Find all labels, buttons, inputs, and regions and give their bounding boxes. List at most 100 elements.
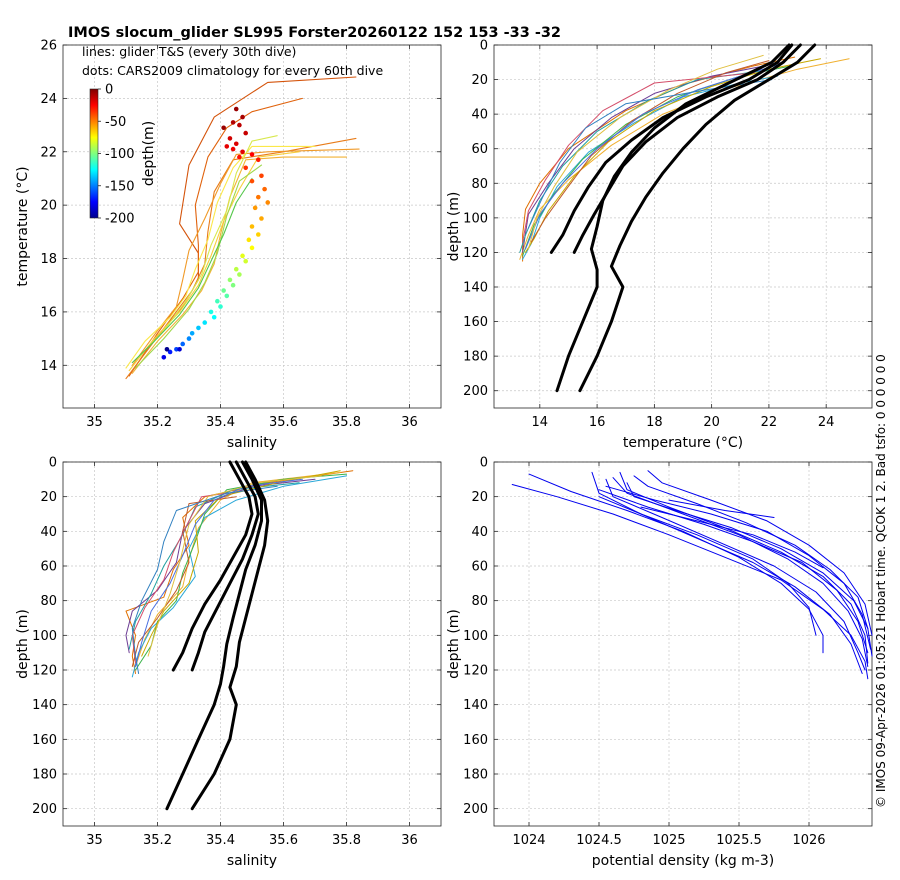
y-tick-label: 20 (40, 199, 57, 214)
ts-line (128, 97, 303, 377)
glider-profile-line (522, 75, 778, 260)
y-tick-label: 120 (463, 246, 488, 261)
x-tick-label: 1024.5 (576, 833, 622, 848)
climatology-profile-line (572, 43, 802, 254)
y-tick-label: 0 (480, 456, 488, 471)
density-profile-line (591, 471, 863, 674)
climatology-dot (233, 106, 239, 112)
temperature-profile-panel: 14 16 18 20 22 24 0 20 40 60 80 100 120 140 160 180 200 t… (446, 39, 873, 451)
glider-ts-lines (125, 76, 360, 380)
climatology-dot (177, 346, 182, 352)
climatology-dot (215, 298, 220, 304)
density-profile-line (605, 478, 866, 671)
ts-line (131, 156, 348, 374)
climatology-profiles (549, 43, 817, 393)
climatology-dot (255, 194, 261, 200)
climatology-dot (262, 186, 267, 192)
climatology-profile-line (549, 43, 794, 254)
climatology-dot (221, 288, 226, 293)
grid-lines (494, 461, 872, 826)
axes-frame (493, 44, 873, 409)
climatology-dot (237, 122, 242, 128)
y-tick-label: 160 (463, 315, 488, 330)
glider-profile-line (131, 496, 237, 667)
climatology-dot (218, 304, 223, 309)
y-axis-label: depth (m) (446, 192, 462, 262)
colorbar-tick-label: -150 (105, 179, 135, 194)
colorbar-tick-label: -200 (105, 212, 135, 227)
glider-profiles (519, 54, 850, 262)
y-tick-label: 16 (40, 305, 57, 320)
y-tick-label: 20 (471, 73, 488, 88)
tick-labels: 1024 1024.5 1025 1025.5 1026 0 20 40 60 80 100 120 1… (463, 456, 872, 848)
y-tick-label: 100 (463, 629, 488, 644)
x-tick-label: 20 (703, 415, 720, 430)
density-profile-line (528, 473, 824, 654)
climatology-dot (246, 237, 252, 243)
axes-frame (493, 461, 873, 827)
y-tick-label: 160 (32, 733, 57, 748)
x-tick-label: 22 (761, 415, 778, 430)
x-tick-label: 16 (589, 415, 606, 430)
y-tick-label: 140 (463, 281, 488, 296)
x-tick-label: 1025 (652, 833, 685, 848)
climatology-dot (240, 149, 245, 155)
climatology-profile-line (555, 43, 791, 393)
glider-profile-line (519, 68, 776, 253)
y-tick-label: 14 (40, 359, 57, 374)
climatology-dot (211, 314, 217, 320)
climatology-dot (196, 325, 201, 331)
climatology-dot (230, 282, 236, 288)
tick-labels: 14 16 18 20 22 24 0 20 40 60 80 100 120 140 160 180 200 (463, 39, 872, 430)
axes-frame (62, 44, 442, 409)
y-tick-label: 140 (463, 698, 488, 713)
y-tick-label: 180 (463, 350, 488, 365)
y-tick-label: 60 (471, 142, 488, 157)
x-axis-label: temperature (°C) (623, 435, 743, 451)
density-profiles (511, 470, 873, 680)
y-axis-label: depth (m) (446, 609, 462, 679)
y-tick-label: 100 (32, 629, 57, 644)
y-tick-label: 200 (463, 802, 488, 817)
y-tick-label: 40 (471, 108, 488, 123)
climatology-dot (189, 330, 195, 336)
climatology-dot (174, 346, 179, 352)
y-tick-label: 180 (463, 768, 488, 783)
y-tick-label: 18 (40, 252, 57, 267)
colorbar-tick-label: -50 (105, 115, 126, 130)
y-tick-label: 20 (471, 490, 488, 505)
ts-line (134, 164, 263, 369)
ts-line (125, 137, 357, 380)
climatology-dot (167, 349, 173, 355)
glider-profile-line (128, 482, 300, 650)
density-profile-line (633, 475, 873, 657)
ts-legend: lines: glider T&S (every 30th dive) dots… (82, 44, 383, 78)
density-profile-line (598, 489, 869, 654)
climatology-dot (161, 354, 167, 360)
ts-diagram-panel: 35 35.2 35.4 35.6 35.8 36 14 16 18 20 22 24 26 salini… (15, 39, 442, 451)
x-tick-label: 36 (401, 415, 418, 430)
glider-profile-line (522, 72, 756, 243)
y-tick-label: 160 (463, 733, 488, 748)
glider-profile-line (525, 63, 781, 250)
colorbar-tick-label: 0 (105, 83, 113, 98)
density-profile-line (647, 470, 873, 636)
density-profile-panel: 1024 1024.5 1025 1025.5 1026 0 20 40 60 80 100 120 1… (446, 456, 873, 869)
climatology-dot (230, 120, 236, 125)
climatology-dot (227, 277, 233, 283)
x-tick-label: 35.6 (269, 833, 298, 848)
x-tick-label: 35.2 (143, 415, 172, 430)
depth-colorbar: 0 -50 -100 -150 -200 depth(m) (89, 83, 157, 227)
climatology-dot (227, 136, 233, 141)
climatology-profile-line (165, 460, 263, 811)
glider-profile-line (131, 485, 278, 674)
climatology-dot (265, 200, 271, 205)
density-profile-line (668, 499, 775, 518)
climatology-dot (249, 224, 255, 229)
y-tick-label: 200 (32, 802, 57, 817)
y-tick-label: 60 (40, 560, 57, 575)
density-profile-line (511, 484, 869, 680)
tick-labels: 35 35.2 35.4 35.6 35.8 36 14 16 18 20 22 24 26 (40, 39, 441, 430)
climatology-dot (249, 178, 255, 184)
colorbar-bar (89, 88, 99, 219)
